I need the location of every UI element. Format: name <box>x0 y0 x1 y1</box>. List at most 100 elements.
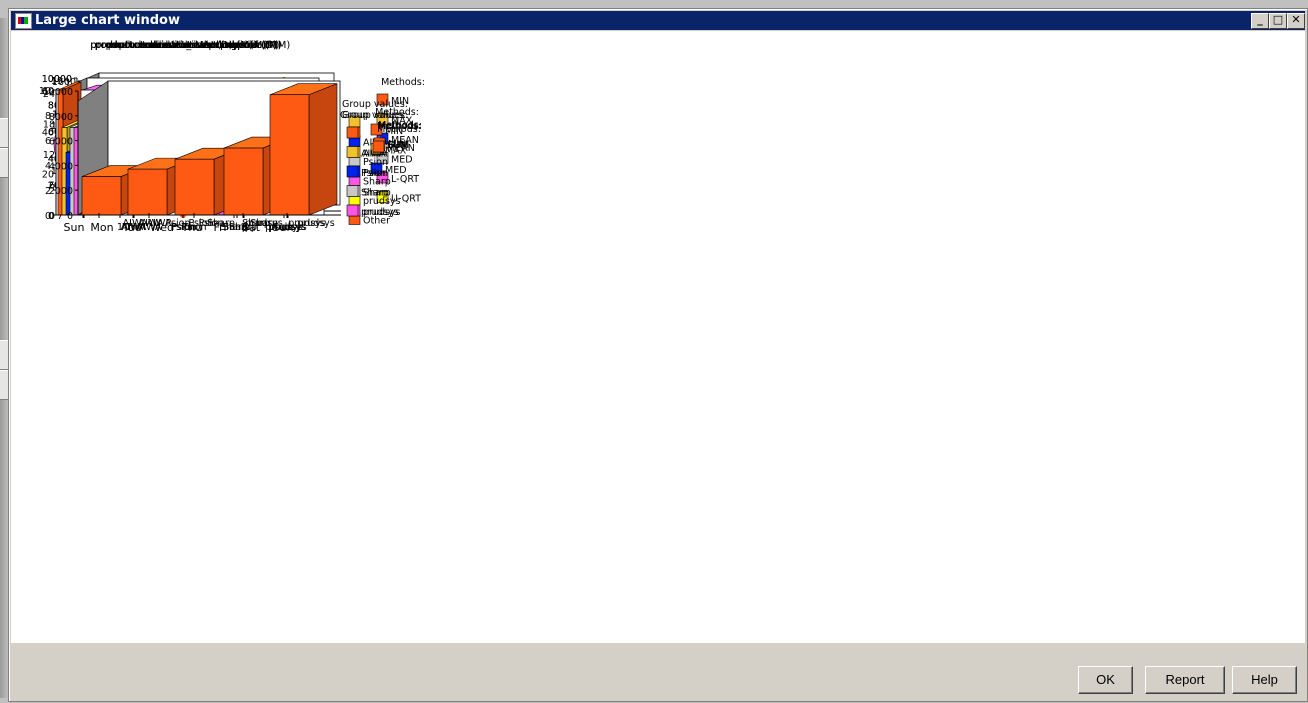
y-tick-label: 2 <box>45 186 51 197</box>
x-tick-label: AIWA <box>123 218 148 229</box>
legend-swatch <box>372 140 385 153</box>
x-tick-label: Fri <box>213 221 226 234</box>
legend-title: Methods: <box>375 107 419 118</box>
chart-panel[interactable]: ordersV.totalprice (M) 0 2000 4000 6000 8000 1… <box>11 31 441 245</box>
ok-button[interactable]: OK <box>1078 666 1133 694</box>
legend-label: prudsys <box>363 207 401 218</box>
help-button[interactable]: Help <box>1232 666 1297 694</box>
large-chart-window: Large chart window _ □ ✕ productcombinat… <box>8 8 1308 702</box>
legend-label: MAX <box>385 146 407 157</box>
legend-swatch <box>376 171 389 184</box>
legend-label: Psion <box>361 168 386 179</box>
x-tick-label: prudsys <box>245 218 283 229</box>
title-bar[interactable]: Large chart window _ □ ✕ <box>11 11 1305 30</box>
x-tick-label: Sharp <box>207 218 235 229</box>
chart-title: productcombinationsV.numberof (M) <box>95 40 278 51</box>
y-tick-label: 0 <box>45 211 51 222</box>
x-tick-label: prudsys <box>265 222 303 233</box>
legend-swatch <box>370 123 383 136</box>
legend-label: U-QRT <box>391 194 421 205</box>
bar-mean <box>269 94 310 216</box>
x-tick-label: Sharp <box>242 218 270 229</box>
x-tick-label: Sharp <box>250 218 278 229</box>
y-tick-label: 6 <box>49 181 55 192</box>
y-tick-label: 0 <box>48 211 54 222</box>
bar-mean <box>223 147 264 216</box>
y-tick-label: 12 <box>43 150 55 161</box>
x-tick-label: Psion <box>182 222 207 233</box>
y-tick-label: 10000 <box>42 74 72 85</box>
y-tick-label: 0 <box>49 211 55 222</box>
x-tick-label: Psion <box>166 218 191 229</box>
legend-label: MEAN <box>391 135 419 146</box>
legend-swatch <box>376 113 389 125</box>
legend-label: L-QRT <box>391 174 419 185</box>
window-title: Large chart window <box>35 13 180 28</box>
y-tick-label: 20 <box>42 169 54 180</box>
bar-mean <box>127 168 168 216</box>
legend-label: MIN <box>388 139 406 150</box>
legend-label: Sharp <box>361 188 389 199</box>
y-tick-label: 10000 <box>43 87 73 98</box>
x-tick-label: Psion <box>171 222 196 233</box>
legend-swatch <box>376 191 389 203</box>
report-button[interactable]: Report <box>1145 666 1225 694</box>
x-tick-label: Psion <box>189 218 214 229</box>
x-tick-label: Psion <box>172 222 197 233</box>
legend-label: prudsys <box>363 196 401 207</box>
chart-app-icon <box>15 13 32 29</box>
legend-label: prudsys <box>361 207 399 218</box>
minimize-button[interactable]: _ <box>1251 13 1269 29</box>
x-tick-label: Mon <box>90 221 113 234</box>
x-tick-label: Tue <box>122 221 142 234</box>
x-tick-label: Sharp <box>223 222 251 233</box>
bar-mean <box>174 158 215 216</box>
x-tick-label: prudsys <box>297 218 335 229</box>
legend-swatch <box>346 126 359 139</box>
legend-label: SUM <box>387 140 408 151</box>
legend-title: Methods: <box>381 77 425 88</box>
x-tick-label: AIWA <box>147 218 172 229</box>
legend-title: Group values: <box>342 99 408 110</box>
x-tick-label: AIWA <box>139 218 164 229</box>
legend-swatch <box>376 93 389 106</box>
legend-label: MED <box>391 155 413 166</box>
legend-label: AIWA <box>363 149 388 160</box>
legend-title: Group values: <box>340 110 406 121</box>
x-tick-label: Sun <box>64 221 85 234</box>
x-tick-label: prudsys <box>268 222 306 233</box>
legend-label: Sharp <box>363 177 391 188</box>
chart-title: productcombinationsV.profit (M) <box>106 40 267 51</box>
legend-label: Other <box>363 216 390 227</box>
chart-title: productcombinationsV.numberof (M) <box>108 40 291 51</box>
legend-title: Methods: <box>378 121 422 132</box>
chart-title: ordersV.o_date (D) <box>140 40 233 51</box>
x-tick-label: Sat <box>242 221 261 234</box>
x-tick-label: Sun <box>273 221 294 234</box>
bar-mean <box>81 176 122 216</box>
y-tick-label: 7 <box>57 211 63 222</box>
y-tick-label: 24 <box>43 89 55 100</box>
y-tick-label: 6000 <box>49 137 73 148</box>
x-tick-label: AIWA <box>121 222 146 233</box>
x-tick-label: Sharp <box>220 222 248 233</box>
legend-title: Group values: <box>342 110 408 121</box>
y-tick-label: 10000 <box>42 74 72 85</box>
close-button[interactable]: ✕ <box>1287 13 1305 29</box>
chart-title: productcombinationsV.numberof (D) <box>95 40 277 51</box>
legend-label: MAX <box>391 116 413 127</box>
legend-title: Methods: <box>377 121 421 132</box>
chart-grid: productcombinationsV.sellingprice (M)020… <box>11 31 1305 643</box>
legend-label: MIN <box>391 96 409 107</box>
x-tick-label: prudsys <box>269 222 307 233</box>
y-tick-label: 8 <box>45 111 51 122</box>
x-tick-label: Thu <box>181 221 203 234</box>
y-tick-label: 4 <box>45 161 51 172</box>
maximize-button[interactable]: □ <box>1269 13 1287 29</box>
legend-swatch <box>346 185 359 197</box>
y-tick-label: 4000 <box>49 161 73 172</box>
chart-title: productcombinationsV.sellingprice (M) <box>90 40 281 51</box>
y-tick-label: 0 <box>67 211 73 222</box>
chart-title: ordersV.totalprice (M) <box>145 40 253 51</box>
legend-label: Psion <box>363 157 388 168</box>
